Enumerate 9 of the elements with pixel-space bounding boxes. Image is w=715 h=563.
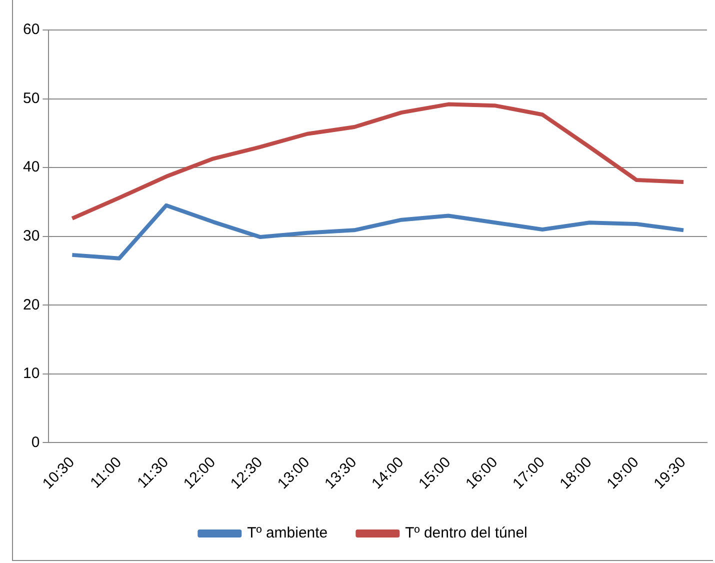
legend-label: Tº dentro del túnel [405, 524, 528, 542]
y-tick-label: 0 [31, 434, 40, 451]
legend-label: Tº ambiente [247, 524, 328, 542]
y-tick-label: 10 [22, 365, 40, 382]
y-tick-label: 50 [22, 90, 40, 107]
y-tick-label: 20 [22, 296, 40, 314]
y-tick-label: 60 [22, 21, 40, 38]
y-tick-label: 30 [22, 228, 40, 245]
y-tick-label: 40 [22, 158, 40, 176]
